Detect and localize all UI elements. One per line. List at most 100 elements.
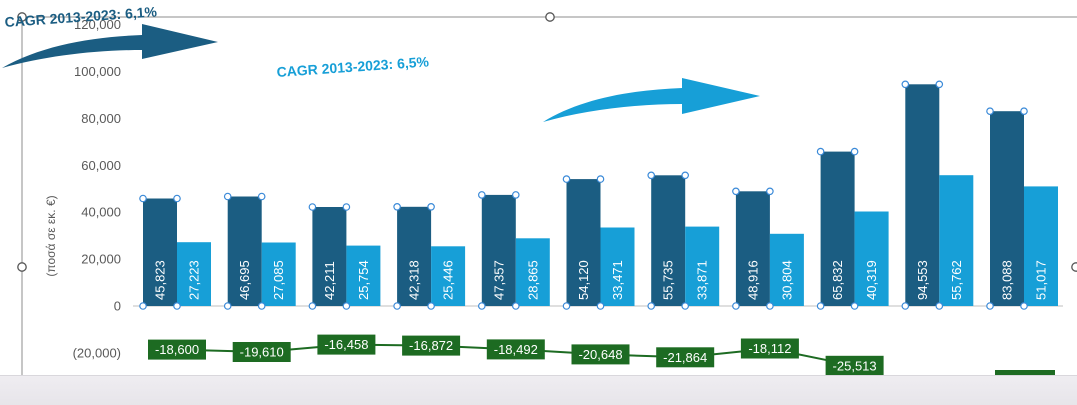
bar-selection-handle[interactable] xyxy=(223,192,232,201)
y-tick-label: 20,000 xyxy=(81,252,121,267)
y-tick-label: (20,000) xyxy=(73,345,121,360)
bar-series-2[interactable] xyxy=(769,233,804,306)
bar-selection-handle[interactable] xyxy=(308,302,317,310)
line-data-label: -19,610 xyxy=(240,345,284,360)
resize-handle[interactable] xyxy=(17,262,27,272)
bar-selection-handle[interactable] xyxy=(342,302,351,310)
resize-handle[interactable] xyxy=(545,12,555,22)
bar-selection-handle[interactable] xyxy=(935,80,944,89)
bar-series-2[interactable] xyxy=(431,246,466,306)
bar-series-2[interactable] xyxy=(346,245,381,306)
line-data-label-box xyxy=(402,335,461,356)
selected-series-handles[interactable] xyxy=(139,80,1028,310)
resize-handle[interactable] xyxy=(17,12,27,22)
bar-selection-handle[interactable] xyxy=(173,302,181,310)
bar-series[interactable] xyxy=(143,84,1058,306)
bar-selection-handle[interactable] xyxy=(173,194,181,203)
bar-selection-handle[interactable] xyxy=(681,302,690,310)
bar-selection-handle[interactable] xyxy=(257,302,266,310)
bar-selection-handle[interactable] xyxy=(139,194,147,203)
selection-frame[interactable] xyxy=(17,12,1077,380)
bar-series-1[interactable] xyxy=(566,179,601,306)
bar-value-label: 42,211 xyxy=(322,261,337,300)
bar-value-label: 54,120 xyxy=(576,260,591,300)
bar-series-2[interactable] xyxy=(177,242,211,306)
bar-selection-handle[interactable] xyxy=(477,302,486,310)
bar-series-1[interactable] xyxy=(651,175,686,306)
bar-selection-handle[interactable] xyxy=(732,187,740,196)
bar-series-1[interactable] xyxy=(227,196,262,307)
bar-series-2[interactable] xyxy=(261,242,296,307)
bar-series-2[interactable] xyxy=(1024,186,1058,306)
bar-value-label: 28,865 xyxy=(525,260,540,300)
bar-value-label: 83,088 xyxy=(1000,260,1015,300)
bar-selection-handle[interactable] xyxy=(342,203,351,211)
cagr-arrow-light[interactable] xyxy=(543,78,760,122)
bar-selection-handle[interactable] xyxy=(816,302,825,310)
line-data-label-box xyxy=(825,355,884,376)
bar-value-label: 55,762 xyxy=(949,260,964,300)
cagr-annotation-light[interactable]: CAGR 2013-2023: 6,5% xyxy=(276,53,430,80)
resize-handle[interactable] xyxy=(1071,262,1077,272)
bar-series-1[interactable] xyxy=(735,191,770,306)
bar-selection-handle[interactable] xyxy=(393,302,401,310)
bar-selection-handle[interactable] xyxy=(732,302,740,310)
line-data-label: -21,864 xyxy=(663,350,707,365)
bar-selection-handle[interactable] xyxy=(986,107,994,116)
bar-series-1[interactable] xyxy=(990,111,1024,306)
bar-value-label: 45,823 xyxy=(153,260,168,300)
bar-selection-handle[interactable] xyxy=(477,191,486,199)
bar-selection-handle[interactable] xyxy=(393,203,401,211)
bar-value-label: 47,357 xyxy=(491,260,506,300)
balance-line[interactable]: -18,600 -19,610 -16,458 -16,872 -18,492 -20,6… xyxy=(148,334,896,389)
bar-selection-handle[interactable] xyxy=(308,203,317,211)
bar-series-2[interactable] xyxy=(600,227,635,307)
bar-series-2[interactable] xyxy=(685,226,720,306)
bar-selection-handle[interactable] xyxy=(935,302,944,310)
bar-selection-handle[interactable] xyxy=(681,171,690,180)
cagr-arrow-dark[interactable] xyxy=(2,24,218,68)
bar-series-1[interactable] xyxy=(143,198,177,307)
bar-value-label: 65,832 xyxy=(830,260,845,300)
line-data-label-box xyxy=(571,344,630,365)
bar-selection-handle[interactable] xyxy=(257,192,266,201)
bar-selection-handle[interactable] xyxy=(766,302,774,310)
bar-selection-handle[interactable] xyxy=(1020,107,1028,116)
line-data-label: -25,513 xyxy=(833,358,877,373)
bar-selection-handle[interactable] xyxy=(562,175,571,183)
bar-selection-handle[interactable] xyxy=(816,147,825,156)
bar-value-label: 33,871 xyxy=(695,260,710,300)
line-data-label: -16,458 xyxy=(324,337,368,352)
line-data-label: -18,492 xyxy=(494,342,538,357)
bar-series-1[interactable] xyxy=(905,84,940,306)
bar-series-1[interactable] xyxy=(481,194,516,306)
bar-series-2[interactable] xyxy=(515,238,550,306)
bar-selection-handle[interactable] xyxy=(139,302,147,310)
bar-selection-handle[interactable] xyxy=(511,191,520,199)
bar-series-2[interactable] xyxy=(854,211,889,307)
bar-selection-handle[interactable] xyxy=(511,302,520,310)
bar-series-2[interactable] xyxy=(939,175,974,306)
bar-selection-handle[interactable] xyxy=(850,147,859,156)
bar-selection-handle[interactable] xyxy=(766,187,774,196)
bar-selection-handle[interactable] xyxy=(901,80,910,89)
bar-selection-handle[interactable] xyxy=(596,175,605,183)
bar-selection-handle[interactable] xyxy=(427,203,435,211)
bar-selection-handle[interactable] xyxy=(850,302,859,310)
bar-selection-handle[interactable] xyxy=(986,302,994,310)
bar-series-1[interactable] xyxy=(312,207,347,306)
bar-series-1[interactable] xyxy=(397,206,432,306)
bar-selection-handle[interactable] xyxy=(562,302,571,310)
bar-selection-handle[interactable] xyxy=(901,302,910,310)
bar-selection-handle[interactable] xyxy=(427,302,435,310)
bar-selection-handle[interactable] xyxy=(596,302,605,310)
y-axis-title: (ποσά σε εκ. €) xyxy=(44,195,58,276)
bar-selection-handle[interactable] xyxy=(1020,302,1028,310)
bar-series-1[interactable] xyxy=(820,151,855,306)
bar-selection-handle[interactable] xyxy=(223,302,232,310)
bar-selection-handle[interactable] xyxy=(647,302,656,310)
bar-selection-handle[interactable] xyxy=(647,171,656,180)
line-data-label-box xyxy=(740,338,799,359)
y-tick-label: 60,000 xyxy=(81,158,121,173)
